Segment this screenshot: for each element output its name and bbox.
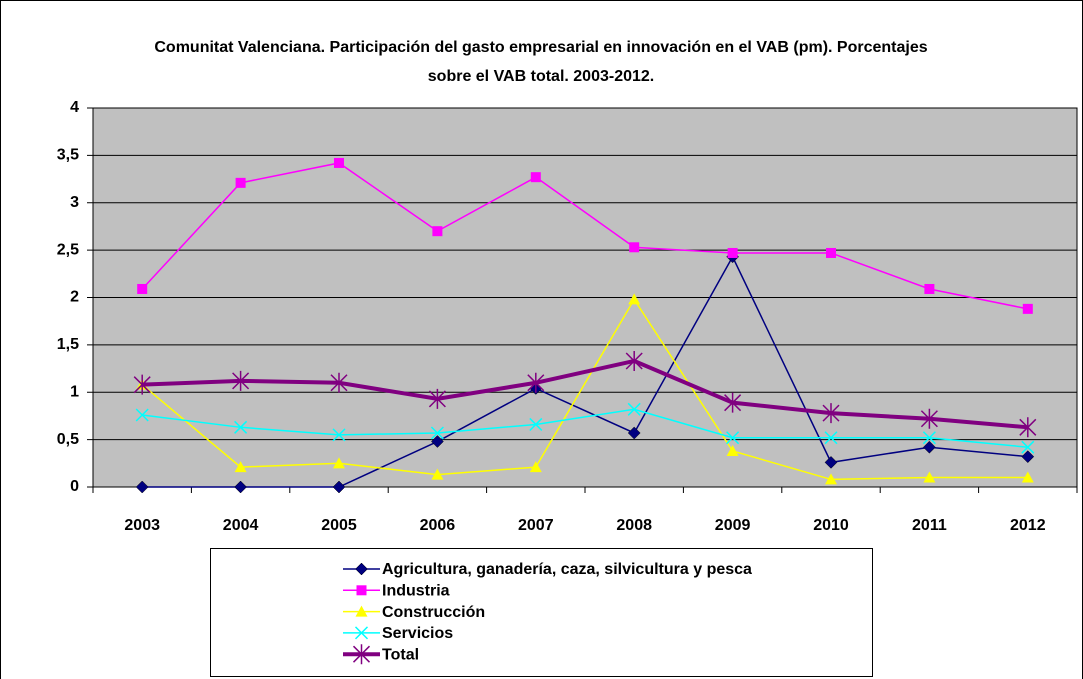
- x-tick-label: 2012: [1010, 517, 1046, 534]
- x-tick-label: 2009: [715, 517, 751, 534]
- marker: [354, 626, 369, 640]
- marker: [356, 585, 367, 596]
- y-tick-label: 1: [70, 383, 79, 400]
- x-tick-label: 2003: [124, 517, 160, 534]
- marker: [628, 293, 641, 305]
- legend-box: [210, 548, 873, 677]
- marker: [1021, 450, 1035, 464]
- y-tick-label: 4: [70, 99, 79, 116]
- marker: [330, 372, 348, 393]
- marker: [529, 417, 543, 431]
- marker: [355, 562, 368, 576]
- chart-title: Comunitat Valenciana. Participación del …: [154, 39, 928, 85]
- legend-label: Servicios: [382, 625, 453, 642]
- marker: [333, 457, 345, 469]
- marker: [629, 242, 640, 253]
- marker: [1022, 303, 1033, 314]
- marker: [627, 426, 641, 440]
- marker: [727, 247, 738, 258]
- marker: [824, 431, 838, 445]
- marker: [133, 374, 151, 395]
- y-tick-label: 0,5: [57, 431, 79, 448]
- marker: [726, 444, 739, 456]
- marker: [923, 440, 936, 454]
- x-tick-label: 2010: [813, 517, 849, 534]
- marker: [625, 350, 643, 371]
- marker: [920, 408, 938, 429]
- marker: [824, 456, 838, 469]
- x-tick-label: 2004: [223, 517, 259, 534]
- x-tick-label: 2007: [518, 517, 554, 534]
- marker: [924, 283, 935, 294]
- marker: [431, 435, 444, 448]
- legend-label: Construcción: [382, 604, 485, 621]
- marker: [724, 392, 742, 413]
- marker: [234, 480, 247, 494]
- series-line: [142, 408, 1028, 448]
- marker: [428, 388, 446, 409]
- marker: [135, 480, 149, 494]
- marker: [627, 402, 641, 416]
- marker: [431, 468, 444, 480]
- legend-label: Industria: [382, 583, 450, 600]
- series-line: [142, 255, 1028, 488]
- marker: [352, 644, 371, 665]
- y-tick-label: 0: [70, 478, 79, 495]
- y-tick-label: 2: [70, 289, 79, 306]
- marker: [923, 471, 936, 483]
- marker: [530, 172, 541, 183]
- marker: [137, 283, 148, 294]
- marker: [826, 247, 836, 258]
- marker: [432, 226, 443, 237]
- series-line: [141, 297, 1028, 481]
- marker: [1019, 417, 1037, 438]
- y-tick-label: 1,5: [57, 336, 79, 353]
- y-tick-label: 2,5: [57, 241, 79, 258]
- marker: [235, 177, 246, 188]
- x-tick-label: 2006: [420, 517, 456, 534]
- marker: [234, 420, 248, 434]
- legend-label: Total: [382, 646, 419, 663]
- marker: [726, 431, 740, 445]
- legend-label: Agricultura, ganadería, caza, silvicultu…: [382, 561, 752, 578]
- marker: [332, 428, 346, 442]
- x-tick-label: 2008: [616, 517, 652, 534]
- marker: [332, 480, 346, 494]
- marker: [334, 157, 344, 168]
- y-tick-label: 3,5: [57, 147, 79, 164]
- y-tick-label: 3: [70, 194, 79, 211]
- marker: [232, 370, 250, 391]
- legend: Agricultura, ganadería, caza, silvicultu…: [210, 548, 873, 677]
- marker: [822, 403, 840, 424]
- series-line: [142, 358, 1028, 430]
- marker: [355, 605, 368, 617]
- marker: [1021, 471, 1034, 483]
- marker: [529, 461, 542, 473]
- marker: [234, 461, 247, 473]
- marker: [527, 372, 545, 393]
- x-tick-label: 2005: [321, 517, 357, 534]
- series-line: [141, 162, 1028, 310]
- x-tick-label: 2011: [912, 517, 947, 534]
- marker: [825, 473, 837, 485]
- marker: [922, 431, 936, 445]
- marker: [430, 426, 444, 440]
- marker: [1021, 440, 1035, 454]
- marker: [135, 408, 149, 422]
